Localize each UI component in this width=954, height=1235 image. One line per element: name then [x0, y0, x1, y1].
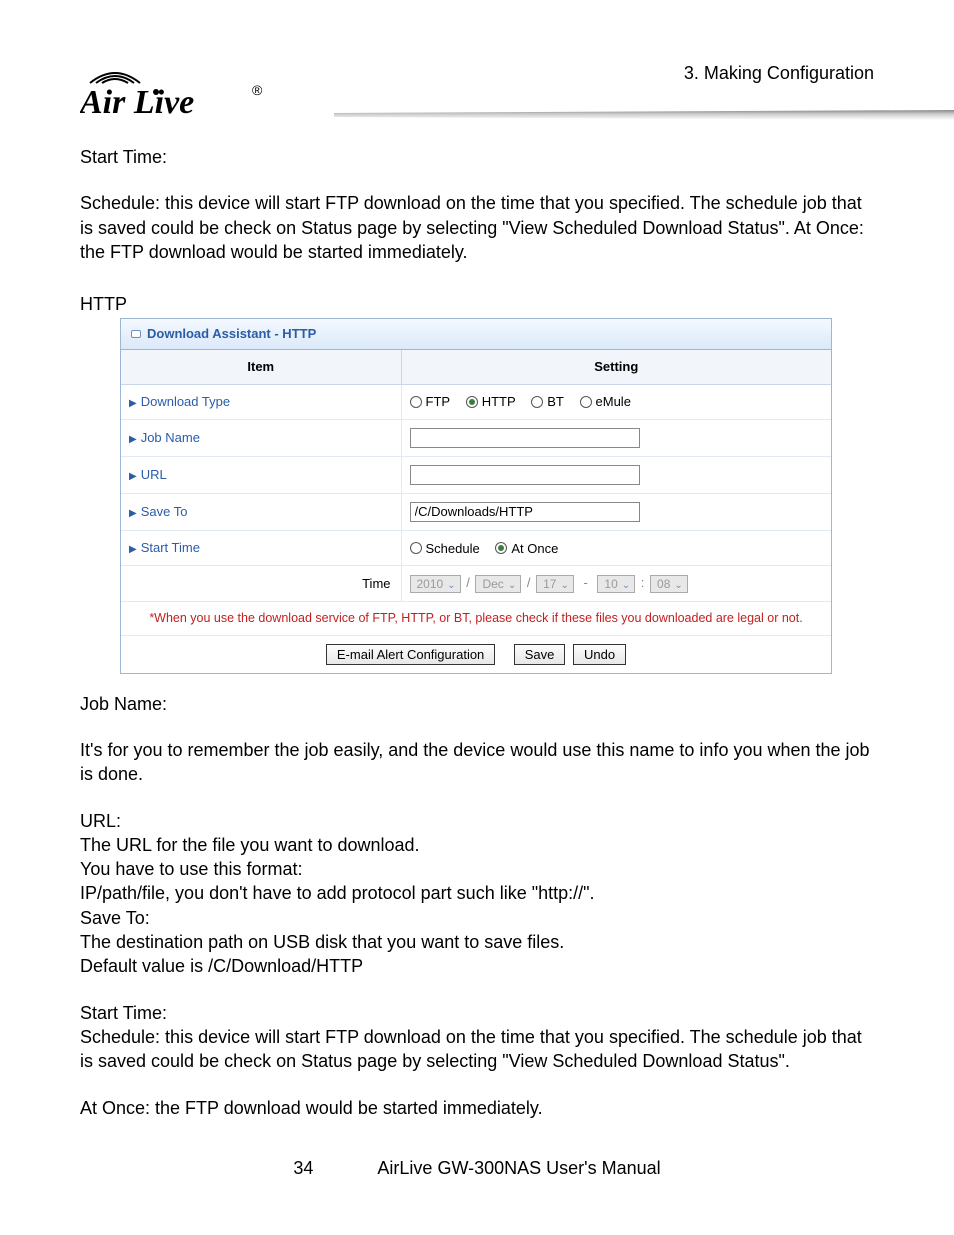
- radio-at-once[interactable]: [495, 542, 507, 554]
- header-row: Item Setting: [121, 350, 831, 384]
- row-download-type: ▶ Download Type FTP HTTP BT eMule: [121, 384, 831, 419]
- save-button[interactable]: Save: [514, 644, 566, 665]
- job-name-desc: It's for you to remember the job easily,…: [80, 738, 874, 787]
- label-download-type: Download Type: [141, 394, 230, 409]
- http-section-label: HTTP: [80, 292, 874, 316]
- chevron-down-icon: ⌄: [674, 578, 682, 593]
- url-line-1: The URL for the file you want to downloa…: [80, 833, 874, 857]
- page-number: 34: [293, 1158, 313, 1179]
- body: Start Time: Schedule: this device will s…: [80, 145, 874, 1120]
- radio-at-once-label: At Once: [511, 541, 558, 556]
- label-url: URL: [141, 467, 167, 482]
- download-assistant-panel: Download Assistant - HTTP Item Setting ▶…: [120, 318, 832, 673]
- job-name-heading: Job Name:: [80, 692, 874, 716]
- col-item: Item: [121, 350, 401, 384]
- radio-ftp[interactable]: [410, 396, 422, 408]
- col-setting: Setting: [401, 350, 831, 384]
- radio-schedule[interactable]: [410, 542, 422, 554]
- save-to-heading: Save To:: [80, 906, 874, 930]
- save-to-line-2: Default value is /C/Download/HTTP: [80, 954, 874, 978]
- label-start-time: Start Time: [141, 540, 200, 555]
- job-name-input[interactable]: [410, 428, 640, 448]
- url-heading: URL:: [80, 809, 874, 833]
- row-save-to: ▶ Save To: [121, 493, 831, 530]
- day-select[interactable]: 17⌄: [536, 575, 574, 593]
- row-job-name: ▶ Job Name: [121, 419, 831, 456]
- year-select[interactable]: 2010⌄: [410, 575, 461, 593]
- panel-title-text: Download Assistant - HTTP: [147, 326, 316, 341]
- row-start-time: ▶ Start Time Schedule At Once: [121, 530, 831, 565]
- start-time-heading-2: Start Time:: [80, 1001, 874, 1025]
- start-time-desc-1: Schedule: this device will start FTP dow…: [80, 191, 874, 264]
- chevron-down-icon: ⌄: [622, 578, 630, 593]
- config-table: Item Setting ▶ Download Type FTP HTTP BT …: [121, 350, 831, 673]
- radio-bt[interactable]: [531, 396, 543, 408]
- chevron-down-icon: ⌄: [560, 578, 568, 593]
- undo-button[interactable]: Undo: [573, 644, 626, 665]
- radio-schedule-label: Schedule: [426, 541, 480, 556]
- warning-text: *When you use the download service of FT…: [121, 601, 831, 635]
- svg-text:®: ®: [252, 82, 263, 98]
- chevron-down-icon: ⌄: [508, 578, 516, 593]
- row-buttons: E-mail Alert Configuration Save Undo: [121, 635, 831, 673]
- panel-title: Download Assistant - HTTP: [121, 319, 831, 350]
- url-line-2: You have to use this format:: [80, 857, 874, 881]
- row-warning: *When you use the download service of FT…: [121, 601, 831, 635]
- page-header: Air Live ® 3. Making Configuration: [80, 55, 874, 135]
- triangle-icon: ▶: [129, 508, 137, 519]
- start-time-desc-2: Schedule: this device will start FTP dow…: [80, 1025, 874, 1074]
- manual-title: AirLive GW-300NAS User's Manual: [377, 1158, 660, 1178]
- page-footer: 34 AirLive GW-300NAS User's Manual: [0, 1158, 954, 1179]
- email-alert-button[interactable]: E-mail Alert Configuration: [326, 644, 495, 665]
- label-save-to: Save To: [141, 504, 188, 519]
- radio-emule-label: eMule: [596, 394, 631, 409]
- chevron-down-icon: ⌄: [447, 578, 455, 593]
- chapter-title: 3. Making Configuration: [684, 63, 874, 84]
- triangle-icon: ▶: [129, 544, 137, 555]
- panel-bullet-icon: [131, 330, 141, 338]
- month-select[interactable]: Dec⌄: [475, 575, 521, 593]
- hour-select[interactable]: 10⌄: [597, 575, 635, 593]
- save-to-input[interactable]: [410, 502, 640, 522]
- start-time-heading-1: Start Time:: [80, 145, 874, 169]
- label-job-name: Job Name: [141, 430, 200, 445]
- label-time: Time: [121, 566, 401, 602]
- url-input[interactable]: [410, 465, 640, 485]
- triangle-icon: ▶: [129, 471, 137, 482]
- radio-bt-label: BT: [547, 394, 564, 409]
- radio-http-label: HTTP: [482, 394, 516, 409]
- row-time: Time 2010⌄ / Dec⌄ / 17⌄ - 10⌄ : 08⌄: [121, 566, 831, 602]
- minute-select[interactable]: 08⌄: [650, 575, 688, 593]
- header-rule: [334, 110, 954, 120]
- save-to-line-1: The destination path on USB disk that yo…: [80, 930, 874, 954]
- radio-emule[interactable]: [580, 396, 592, 408]
- radio-ftp-label: FTP: [426, 394, 451, 409]
- radio-http[interactable]: [466, 396, 478, 408]
- row-url: ▶ URL: [121, 456, 831, 493]
- logo-text: Air Live: [80, 84, 194, 121]
- at-once-desc: At Once: the FTP download would be start…: [80, 1096, 874, 1120]
- triangle-icon: ▶: [129, 434, 137, 445]
- url-line-3: IP/path/file, you don't have to add prot…: [80, 881, 874, 905]
- triangle-icon: ▶: [129, 398, 137, 409]
- logo: Air Live ®: [80, 55, 280, 130]
